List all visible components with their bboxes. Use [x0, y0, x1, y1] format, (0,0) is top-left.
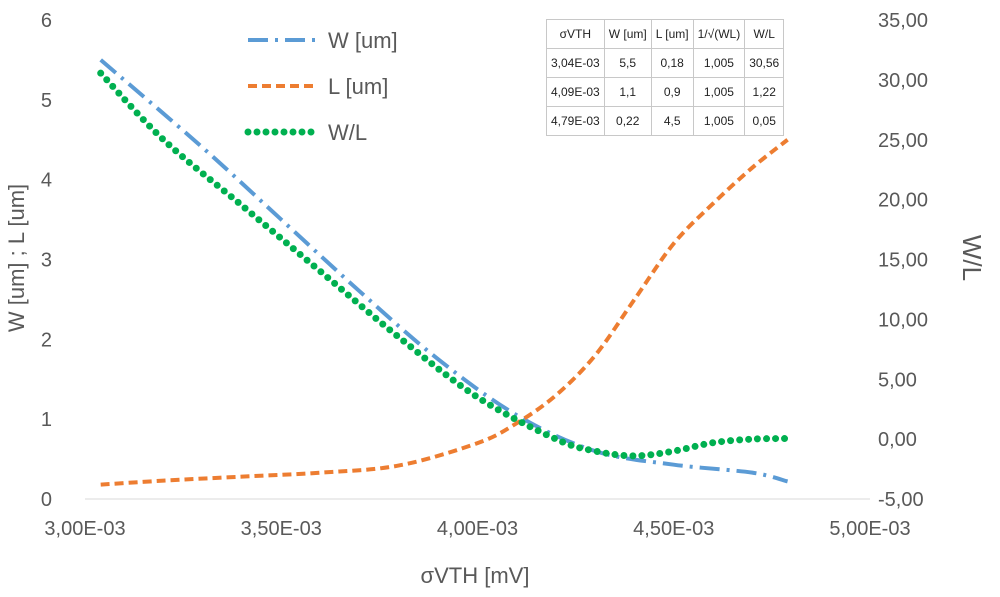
- y-tick-label: 5: [41, 90, 52, 112]
- x-tick-label: 3,50E-03: [241, 518, 322, 540]
- table-header-cell: W/L: [744, 19, 785, 49]
- table-cell: 1,22: [744, 77, 785, 107]
- table-cell: 0,9: [650, 77, 694, 107]
- series-layer: [97, 58, 792, 487]
- x-axis-title: σVTH [mV]: [421, 563, 530, 588]
- legend-label: W/L: [328, 120, 367, 145]
- y-tick-label: 6: [41, 10, 52, 32]
- table-header-row: σVTH W [um] L [um] 1/√(WL) W/L: [546, 19, 785, 49]
- x-tick-label: 5,00E-03: [829, 518, 910, 540]
- y2-tick-label: 0,00: [878, 429, 917, 451]
- y-tick-label: 4: [41, 170, 52, 192]
- table-cell: 1,005: [692, 77, 746, 107]
- series-line-l-um: [100, 138, 789, 487]
- table-cell: 0,18: [650, 48, 694, 78]
- table-cell: 30,56: [744, 48, 785, 78]
- x-tick-label: 3,00E-03: [44, 518, 125, 540]
- y-tick-label: 1: [41, 409, 52, 431]
- y-tick-label: 0: [41, 489, 52, 511]
- legend-label: L [um]: [328, 74, 388, 99]
- y-tick-label: 2: [41, 329, 52, 351]
- y2-tick-label: -5,00: [878, 489, 924, 511]
- y2-tick-label: 25,00: [878, 130, 928, 152]
- table-cell: 3,04E-03: [546, 48, 605, 78]
- table-header-cell: 1/√(WL): [692, 19, 746, 49]
- axes-layer: 3,00E-03 3,50E-03 4,00E-03 4,50E-03 5,00E-03…: [41, 10, 928, 540]
- table-row: 4,09E-03 1,1 0,9 1,005 1,22: [546, 77, 785, 107]
- y2-tick-label: 10,00: [878, 309, 928, 331]
- table-cell: 1,005: [692, 48, 746, 78]
- table-row: 3,04E-03 5,5 0,18 1,005 30,56: [546, 48, 785, 78]
- x-tick-label: 4,50E-03: [633, 518, 714, 540]
- table-header-cell: W [um]: [603, 19, 652, 49]
- table-cell: 5,5: [603, 48, 652, 78]
- table-cell: 4,09E-03: [546, 77, 605, 107]
- y2-tick-label: 15,00: [878, 250, 928, 272]
- table-header-cell: L [um]: [650, 19, 694, 49]
- y-axis-title: W [um] ; L [um]: [4, 184, 29, 332]
- data-table: σVTH W [um] L [um] 1/√(WL) W/L 3,04E-03 …: [546, 19, 785, 136]
- table-cell: 4,79E-03: [546, 106, 605, 136]
- y2-tick-label: 30,00: [878, 70, 928, 92]
- y2-tick-label: 35,00: [878, 10, 928, 32]
- y2-tick-label: 20,00: [878, 190, 928, 212]
- legend-label: W [um]: [328, 28, 398, 53]
- series-line-w-l: [97, 69, 792, 460]
- table-cell: 0,22: [603, 106, 652, 136]
- y-tick-label: 3: [41, 250, 52, 272]
- x-tick-label: 4,00E-03: [437, 518, 518, 540]
- table-cell: 4,5: [650, 106, 694, 136]
- table-row: 4,79E-03 0,22 4,5 1,005 0,05: [546, 106, 785, 136]
- table-cell: 1,005: [692, 106, 746, 136]
- table-cell: 1,1: [603, 77, 652, 107]
- y2-tick-label: 5,00: [878, 369, 917, 391]
- legend: W [um] L [um] W/L: [244, 28, 398, 145]
- table-header-cell: σVTH: [546, 19, 605, 49]
- series-line-w-um: [99, 58, 789, 484]
- table-cell: 0,05: [744, 106, 785, 136]
- y2-axis-title: W/L: [957, 235, 987, 281]
